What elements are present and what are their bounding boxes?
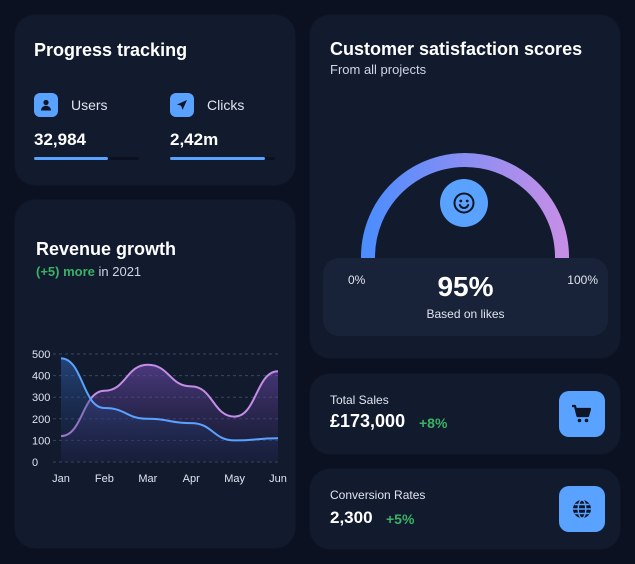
cart-icon	[559, 391, 605, 437]
smile-icon	[440, 179, 488, 227]
gauge-arc	[361, 153, 569, 275]
user-icon	[34, 93, 58, 117]
conversion-change: +5%	[386, 511, 415, 527]
revenue-title: Revenue growth	[36, 239, 177, 259]
series-purple-line	[60, 363, 279, 438]
users-progress-bar	[34, 157, 139, 160]
y-tick-label: 400	[32, 371, 50, 383]
x-tick-label: Apr	[183, 473, 200, 485]
conversion-label: Conversion Rates	[330, 488, 426, 502]
clicks-label: Clicks	[207, 97, 245, 113]
clicks-value: 2,42m	[170, 130, 219, 149]
users-value: 32,984	[34, 130, 86, 149]
gauge-max-label: 100%	[567, 273, 598, 287]
y-tick-label: 300	[32, 392, 50, 404]
clicks-progress-bar	[170, 157, 275, 160]
x-tick-label: Mar	[138, 473, 157, 485]
total-sales-change: +8%	[419, 415, 448, 431]
progress-tracking-card: Progress tracking Users 32,984 Clicks 2,…	[15, 15, 295, 185]
y-tick-label: 0	[32, 457, 38, 469]
satisfaction-subtitle: From all projects	[330, 62, 427, 77]
gauge-min-label: 0%	[348, 273, 366, 287]
y-tick-label: 500	[32, 349, 50, 361]
series-blue-area	[61, 358, 278, 462]
total-sales-label: Total Sales	[330, 393, 389, 407]
users-label: Users	[71, 97, 108, 113]
revenue-highlight: (+5) more	[36, 264, 95, 279]
satisfaction-card: Customer satisfaction scores From all pr…	[310, 15, 620, 358]
revenue-subtitle: (+5) more in 2021	[36, 264, 141, 279]
x-tick-label: May	[224, 473, 245, 485]
x-tick-label: Jan	[52, 473, 70, 485]
satisfaction-score-panel: 0% 100% 95% Based on likes	[323, 258, 608, 336]
x-tick-label: Jun	[269, 473, 287, 485]
satisfaction-gauge	[361, 153, 569, 275]
clicks-progress-fill	[170, 157, 265, 160]
conversion-card: Conversion Rates 2,300 +5%	[310, 469, 620, 549]
globe-icon	[559, 486, 605, 532]
x-tick-label: Feb	[95, 473, 114, 485]
series-blue-line	[60, 357, 279, 442]
satisfaction-value: 95%	[437, 271, 494, 302]
revenue-chart: 500 400 300 200 100 0 Jan Feb Mar Apr May Jun	[32, 349, 287, 485]
send-icon	[170, 93, 194, 117]
total-sales-value: £173,000	[330, 411, 406, 431]
conversion-value: 2,300	[330, 508, 373, 527]
satisfaction-title: Customer satisfaction scores	[330, 39, 583, 59]
y-tick-label: 200	[32, 414, 50, 426]
total-sales-card: Total Sales £173,000 +8%	[310, 374, 620, 454]
revenue-subtitle-rest: in 2021	[94, 264, 142, 279]
satisfaction-note: Based on likes	[426, 307, 505, 321]
users-progress-fill	[34, 157, 108, 160]
y-tick-label: 100	[32, 435, 50, 447]
progress-title: Progress tracking	[34, 40, 188, 60]
